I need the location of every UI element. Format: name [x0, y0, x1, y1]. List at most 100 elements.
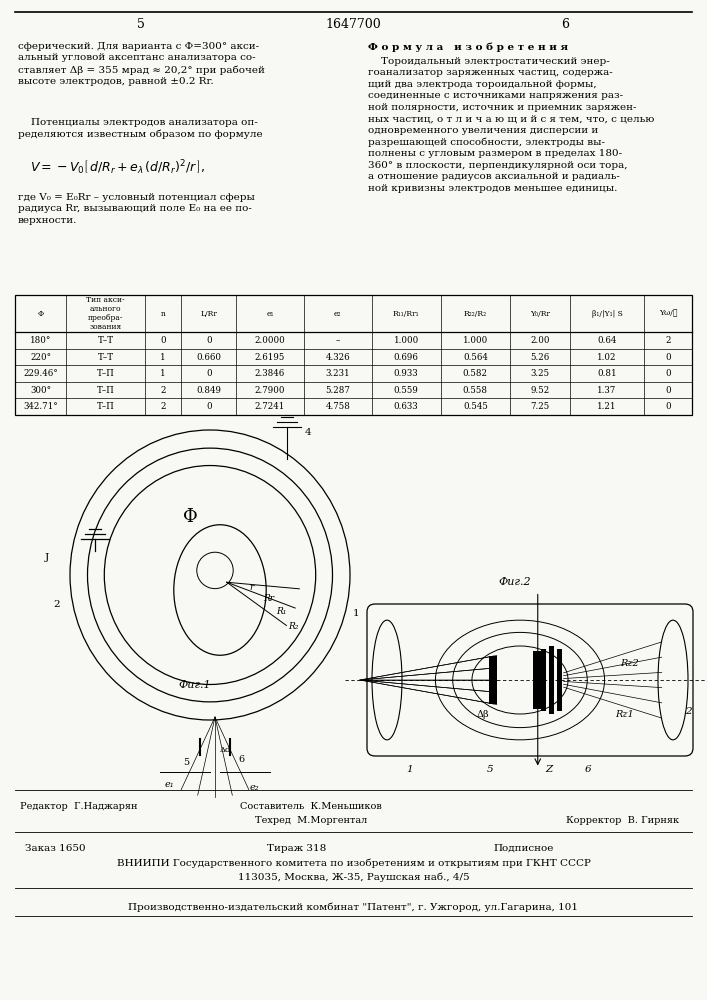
Text: 1: 1 [406, 765, 413, 774]
Text: 229.46°: 229.46° [23, 369, 58, 378]
Text: R₁: R₁ [276, 607, 286, 616]
Bar [556, 649, 561, 711]
Text: 1: 1 [160, 369, 166, 378]
Text: ВНИИПИ Государственного комитета по изобретениям и открытиям при ГКНТ СССР: ВНИИПИ Государственного комитета по изоб… [117, 858, 590, 868]
Text: 2.7241: 2.7241 [255, 402, 285, 411]
Text: 0.559: 0.559 [394, 386, 419, 395]
Text: 3.25: 3.25 [530, 369, 549, 378]
Bar [489, 656, 497, 704]
Text: 1.21: 1.21 [597, 402, 617, 411]
Text: 9.52: 9.52 [530, 386, 549, 395]
Text: 1: 1 [353, 609, 359, 618]
Text: 1.37: 1.37 [597, 386, 617, 395]
Text: Редактор  Г.Наджарян: Редактор Г.Наджарян [20, 802, 137, 811]
Text: n: n [160, 310, 165, 318]
Text: 6: 6 [238, 755, 244, 764]
Text: Yω/ℓ: Yω/ℓ [659, 310, 677, 318]
Text: сферический. Для варианта с Ф=300° акси-
альный угловой аксептанс анализатора со: сферический. Для варианта с Ф=300° акси-… [18, 42, 265, 86]
Text: 113035, Москва, Ж-35, Раушская наб., 4/5: 113035, Москва, Ж-35, Раушская наб., 4/5 [238, 872, 469, 882]
Text: Rr: Rr [263, 594, 274, 603]
Text: Φ: Φ [182, 508, 197, 526]
Text: 0: 0 [160, 336, 166, 345]
Text: 0.696: 0.696 [394, 353, 419, 362]
Text: e₂: e₂ [334, 310, 341, 318]
Text: 300°: 300° [30, 386, 51, 395]
Text: Δd: Δd [220, 746, 231, 754]
Text: 0.564: 0.564 [463, 353, 488, 362]
Text: Производственно-издательский комбинат "Патент", г. Ужгород, ул.Гагарина, 101: Производственно-издательский комбинат "П… [129, 902, 578, 912]
Text: R₁₁/Rr₁: R₁₁/Rr₁ [393, 310, 419, 318]
Text: 0: 0 [665, 353, 671, 362]
Text: L/Rr: L/Rr [200, 310, 217, 318]
Text: 3.231: 3.231 [325, 369, 350, 378]
Text: 0: 0 [665, 402, 671, 411]
Text: 1: 1 [160, 353, 166, 362]
Text: Фиг.1: Фиг.1 [179, 680, 211, 690]
Text: 0: 0 [665, 386, 671, 395]
Bar [533, 651, 541, 709]
Text: Тороидальный электростатический энер-
гоанализатор заряженных частиц, содержа-
щ: Тороидальный электростатический энер- го… [368, 57, 655, 193]
Text: 5.287: 5.287 [325, 386, 350, 395]
Text: $V = -V_0\left[\,d/R_r + e_\lambda\,(d/R_r)^2/r\,\right],$: $V = -V_0\left[\,d/R_r + e_\lambda\,(d/R… [30, 159, 205, 177]
Text: Φ: Φ [37, 310, 44, 318]
Text: 1.02: 1.02 [597, 353, 617, 362]
Text: e₁: e₁ [165, 780, 175, 789]
Text: 2: 2 [665, 336, 671, 345]
Text: T–T: T–T [98, 336, 114, 345]
Text: r: r [249, 582, 253, 591]
Text: Заказ 1650: Заказ 1650 [25, 844, 86, 853]
Text: 0.633: 0.633 [394, 402, 419, 411]
Text: 5: 5 [486, 765, 493, 774]
Text: e₁: e₁ [267, 310, 274, 318]
Text: 0.81: 0.81 [597, 369, 617, 378]
Text: 2.6195: 2.6195 [255, 353, 285, 362]
Text: e₂: e₂ [250, 783, 259, 792]
Text: 0.849: 0.849 [197, 386, 221, 395]
Text: Ф о р м у л а   и з о б р е т е н и я: Ф о р м у л а и з о б р е т е н и я [368, 42, 568, 51]
Text: 2.7900: 2.7900 [255, 386, 285, 395]
Text: 2: 2 [53, 600, 60, 609]
Text: 342.71°: 342.71° [23, 402, 58, 411]
Text: 220°: 220° [30, 353, 51, 362]
Text: –: – [336, 336, 340, 345]
Text: 0.64: 0.64 [597, 336, 617, 345]
Text: 0.933: 0.933 [394, 369, 419, 378]
Text: Тип акси-
ального
преобра-
зования: Тип акси- ального преобра- зования [86, 296, 125, 331]
Text: β₁/|Y₁| S: β₁/|Y₁| S [592, 310, 622, 318]
Text: T–П: T–П [97, 402, 115, 411]
Text: Rz2: Rz2 [620, 659, 638, 668]
Text: Rz1: Rz1 [615, 710, 634, 719]
Text: R₂₂/R₂: R₂₂/R₂ [464, 310, 487, 318]
Text: Δβ: Δβ [477, 710, 489, 719]
Bar [15, 295, 692, 415]
Text: Потенциалы электродов анализатора оп-
ределяются известным образом по формуле: Потенциалы электродов анализатора оп- ре… [18, 118, 262, 139]
Bar [549, 646, 554, 714]
Text: T–T: T–T [98, 353, 114, 362]
Bar [541, 649, 546, 711]
Text: 6: 6 [584, 765, 591, 774]
Text: 1.000: 1.000 [463, 336, 488, 345]
Text: Y₀/Rr: Y₀/Rr [530, 310, 550, 318]
Text: 7.25: 7.25 [530, 402, 549, 411]
Text: 1.000: 1.000 [394, 336, 419, 345]
Text: Подписное: Подписное [493, 844, 554, 853]
Text: 1647700: 1647700 [326, 17, 381, 30]
Text: Фиг.2: Фиг.2 [498, 577, 532, 587]
Text: 6: 6 [561, 17, 570, 30]
Text: J: J [45, 553, 49, 562]
Text: Составитель  К.Меньшиков: Составитель К.Меньшиков [240, 802, 382, 811]
Text: 2.00: 2.00 [530, 336, 550, 345]
Text: 0.582: 0.582 [463, 369, 488, 378]
Text: Тираж 318: Тираж 318 [267, 844, 327, 853]
Text: 5.26: 5.26 [530, 353, 549, 362]
Text: 0.545: 0.545 [463, 402, 488, 411]
Text: 0: 0 [206, 369, 211, 378]
Text: 2: 2 [685, 707, 691, 716]
Text: 2: 2 [160, 402, 166, 411]
Text: 0: 0 [206, 336, 211, 345]
Text: 0.660: 0.660 [197, 353, 221, 362]
Text: Корректор  В. Гирняк: Корректор В. Гирняк [566, 816, 679, 825]
Text: T–П: T–П [97, 386, 115, 395]
Text: 180°: 180° [30, 336, 52, 345]
Text: 4.326: 4.326 [325, 353, 350, 362]
